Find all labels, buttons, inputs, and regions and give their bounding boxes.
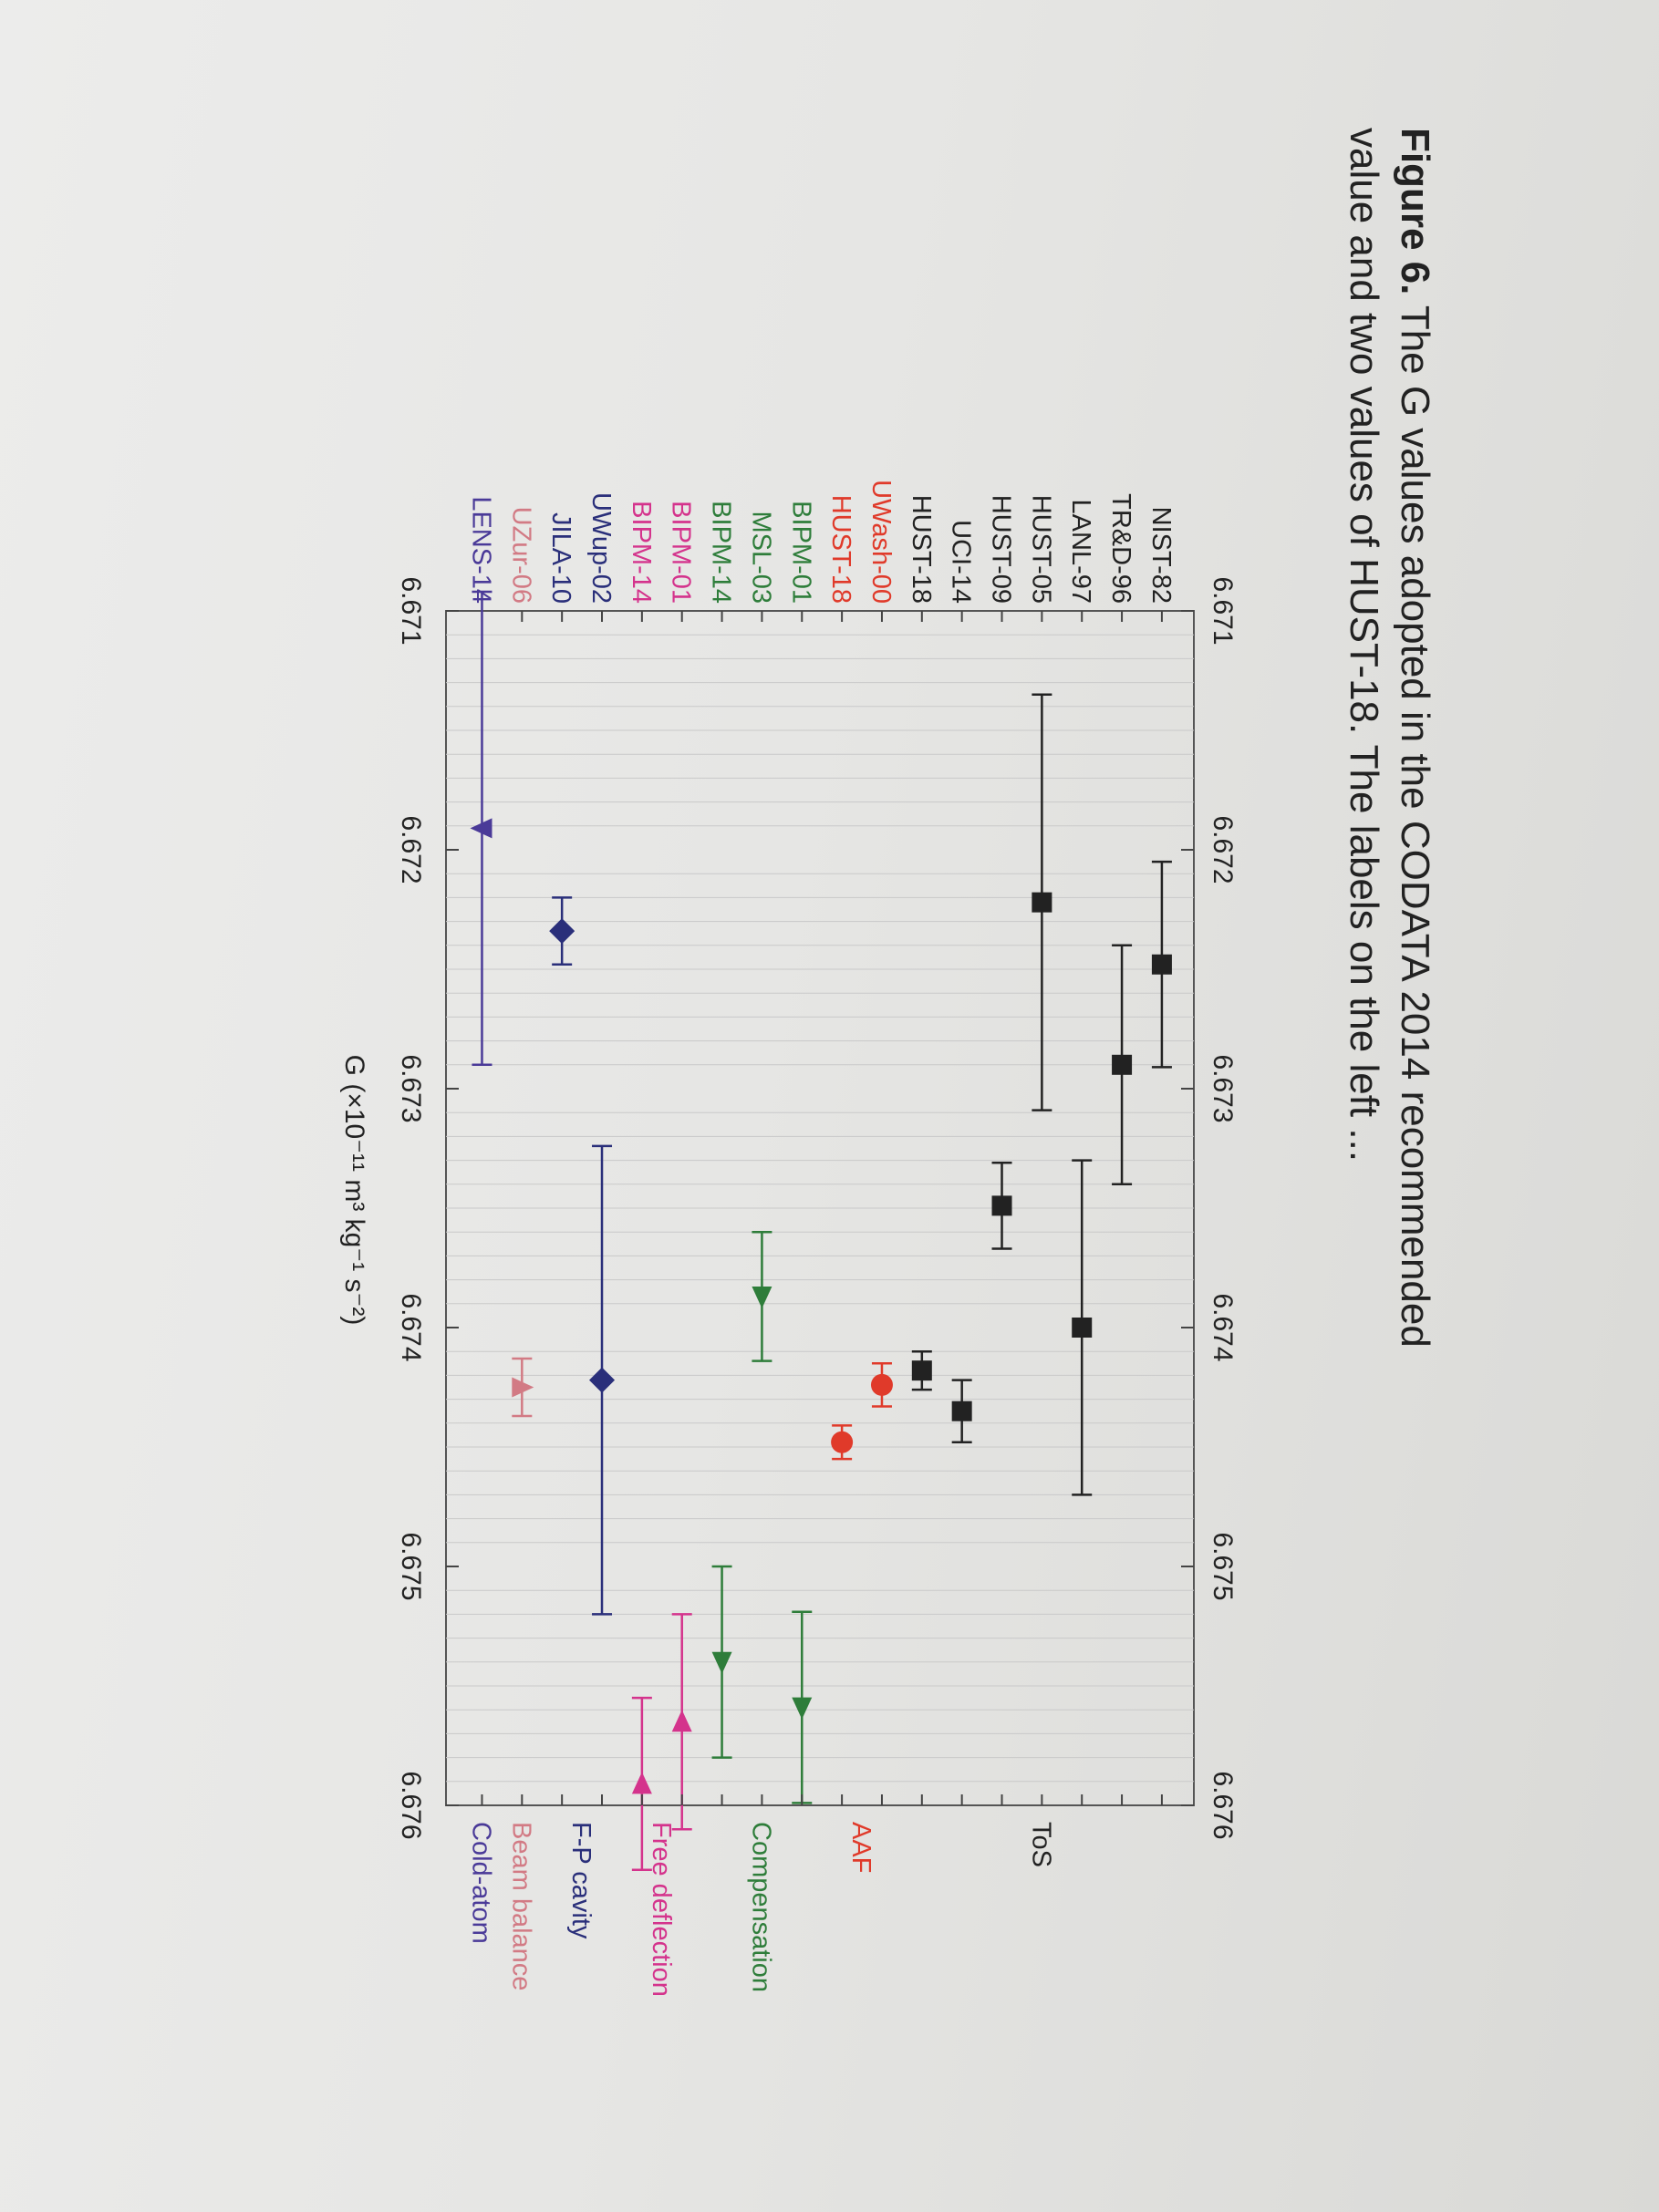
row-label: HUST-18: [826, 495, 855, 604]
data-point: [1072, 1318, 1093, 1338]
data-point: [1112, 1054, 1133, 1075]
x-axis-label: G (×10⁻¹¹ m³ kg⁻¹ s⁻²): [339, 1055, 369, 1326]
data-point: [752, 1286, 772, 1308]
group-label: Cold-atom: [466, 1822, 495, 1944]
x-tick-label-top: 6.671: [1208, 576, 1238, 645]
row-label: BIPM-14: [707, 501, 736, 604]
x-tick-label-bottom: 6.675: [396, 1532, 426, 1600]
row-label: UWup-02: [586, 492, 616, 604]
data-point: [792, 1697, 813, 1720]
data-point: [951, 1401, 972, 1421]
data-point: [589, 1367, 616, 1393]
row-label: LENS-14: [466, 496, 495, 604]
row-label: LANL-97: [1066, 500, 1095, 604]
data-point: [512, 1377, 534, 1398]
group-label: Free deflection: [647, 1822, 676, 1997]
x-tick-label-top: 6.676: [1208, 1771, 1238, 1839]
x-tick-label-bottom: 6.672: [396, 815, 426, 884]
data-point: [470, 818, 493, 839]
data-point: [870, 1373, 893, 1396]
data-point: [831, 1431, 854, 1453]
x-tick-label-top: 6.672: [1208, 815, 1238, 884]
row-label: UCI-14: [947, 520, 976, 604]
data-point: [1151, 954, 1172, 975]
row-label: TR&D-96: [1106, 493, 1135, 604]
row-label: MSL-03: [746, 511, 775, 604]
group-label: AAF: [846, 1822, 876, 1873]
data-point: [1032, 892, 1052, 913]
row-label: UWash-00: [866, 480, 896, 604]
group-label: Beam balance: [506, 1822, 535, 1990]
x-tick-label-bottom: 6.671: [396, 576, 426, 645]
row-label: JILA-10: [546, 512, 575, 604]
data-point: [711, 1651, 732, 1674]
data-point: [631, 1772, 652, 1794]
x-tick-label-top: 6.674: [1208, 1293, 1238, 1361]
data-point: [911, 1360, 932, 1381]
x-tick-label-bottom: 6.674: [396, 1293, 426, 1361]
row-label: BIPM-01: [667, 501, 696, 604]
x-tick-label-top: 6.673: [1208, 1054, 1238, 1122]
row-label: HUST-09: [987, 495, 1016, 604]
group-label: Compensation: [746, 1822, 775, 1992]
row-label: BIPM-14: [627, 501, 656, 604]
row-label: HUST-05: [1026, 495, 1055, 604]
row-label: NIST-82: [1146, 507, 1176, 604]
group-label: F-P cavity: [566, 1822, 596, 1939]
x-tick-label-bottom: 6.673: [396, 1054, 426, 1122]
row-label: HUST-18: [907, 495, 936, 604]
data-point: [549, 918, 575, 945]
x-tick-label-top: 6.675: [1208, 1532, 1238, 1600]
x-tick-label-bottom: 6.676: [396, 1771, 426, 1839]
group-label: ToS: [1026, 1822, 1055, 1867]
data-point: [991, 1195, 1012, 1216]
row-label: BIPM-01: [786, 501, 815, 604]
row-label: UZur-06: [506, 507, 535, 604]
data-point: [671, 1710, 692, 1732]
